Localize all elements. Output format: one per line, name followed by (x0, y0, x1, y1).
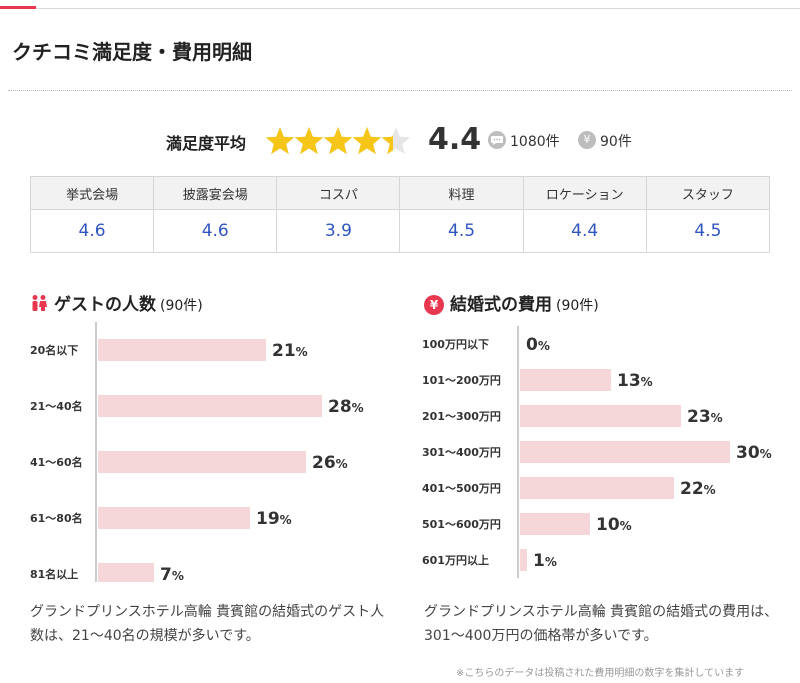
bar (520, 369, 611, 391)
category-scores-table: 挙式会場 披露宴会場 コスパ 料理 ロケーション スタッフ 4.6 4.6 3.… (29, 176, 771, 253)
category-tick-label: 81名以上 (30, 567, 78, 581)
data-label: 22% (680, 479, 716, 499)
bar (98, 563, 154, 582)
bar (520, 513, 590, 535)
comment-icon (488, 131, 506, 149)
category-tick-label: 201〜300万円 (422, 410, 501, 423)
category-label: 料理 (399, 176, 524, 210)
rating-stars (265, 127, 411, 155)
category-tick-label: 601万円以上 (422, 553, 489, 567)
yen-icon: ¥ (578, 131, 596, 149)
data-label: 19% (256, 509, 292, 529)
category-value: 4.6 (153, 209, 278, 253)
guest-caption: グランドプリンスホテル高輪 貴賓館の結婚式のゲスト人数は、21〜40名の規模が多… (30, 604, 385, 644)
category-value: 3.9 (276, 209, 401, 253)
category-tick-label: 301〜400万円 (422, 446, 501, 459)
category-label: 披露宴会場 (153, 176, 278, 210)
bar (520, 549, 527, 571)
top-accent (0, 6, 36, 9)
cost-chart: 100万円以下 0% 101〜200万円 13% 201〜300万円 23% 301〜400… (422, 326, 772, 578)
star-full-icon (352, 127, 382, 155)
data-label: 0% (526, 335, 550, 355)
category-tick-label: 61〜80名 (30, 511, 83, 525)
star-full-icon (323, 127, 353, 155)
data-label: 13% (617, 371, 653, 391)
guest-chart: 20名以下 21% 21〜40名 28% 41〜60名 26% 61〜80名 19% 81名以上… (30, 322, 364, 582)
cost-count: 90件 (600, 134, 632, 150)
star-full-icon (294, 127, 324, 155)
data-label: 23% (687, 407, 723, 427)
top-divider (0, 8, 800, 9)
category-tick-label: 501〜600万円 (422, 518, 501, 531)
satisfaction-row: 満足度平均 4.4 1080件 ¥ 90件 (0, 122, 800, 162)
star-partial-icon (381, 134, 393, 155)
data-note: ※こちらのデータは投稿された費用明細の数字を集計しています (456, 668, 745, 679)
guest-title-text: ゲストの人数 (54, 295, 156, 315)
category-label: 挙式会場 (29, 176, 155, 210)
category-tick-label: 100万円以下 (422, 338, 489, 351)
data-label: 30% (736, 443, 772, 463)
category-value: 4.6 (29, 209, 155, 253)
reviews-count: 1080件 (510, 134, 560, 150)
category-label: ロケーション (522, 176, 647, 210)
data-label: 28% (328, 397, 364, 417)
section-title: クチコミ満足度・費用明細 (12, 40, 252, 64)
data-label: 21% (272, 341, 308, 361)
star-full-icon (265, 127, 295, 155)
bar (520, 477, 674, 499)
category-tick-label: 41〜60名 (30, 455, 83, 469)
category-tick-label: 101〜200万円 (422, 374, 501, 387)
category-label: スタッフ (645, 176, 771, 210)
people-icon (32, 295, 47, 311)
category-tick-label: 20名以下 (30, 343, 78, 357)
bar (98, 339, 266, 361)
data-label: 7% (160, 565, 184, 582)
yen-badge-icon: ¥ (424, 295, 444, 315)
dotted-divider (8, 90, 792, 91)
category-header-row: 挙式会場 披露宴会場 コスパ 料理 ロケーション スタッフ (29, 176, 771, 210)
bar (520, 405, 681, 427)
cost-section-title: ¥ 結婚式の費用 (90件) (424, 290, 599, 315)
cost-title-text: 結婚式の費用 (450, 295, 552, 315)
satisfaction-score: 4.4 (428, 122, 482, 157)
category-tick-label: 21〜40名 (30, 399, 83, 413)
star-empty-icon (381, 127, 411, 155)
guest-count: (90件) (160, 298, 203, 314)
category-value-row: 4.6 4.6 3.9 4.5 4.4 4.5 (29, 209, 771, 253)
bar (98, 451, 306, 473)
bar (98, 395, 322, 417)
data-label: 26% (312, 453, 348, 473)
category-value: 4.4 (522, 209, 647, 253)
data-label: 10% (596, 515, 632, 535)
category-value: 4.5 (399, 209, 524, 253)
category-label: コスパ (276, 176, 401, 210)
category-value: 4.5 (645, 209, 771, 253)
cost-count-label: (90件) (556, 298, 599, 314)
category-tick-label: 401〜500万円 (422, 482, 501, 495)
cost-caption: グランドプリンスホテル高輪 貴賓館の結婚式の費用は、301〜400万円の価格帯が… (424, 604, 779, 644)
bar (98, 507, 250, 529)
satisfaction-label: 満足度平均 (166, 134, 247, 153)
bar (520, 441, 730, 463)
guest-section-title: ゲストの人数 (90件) (30, 290, 203, 315)
data-label: 1% (533, 551, 557, 571)
